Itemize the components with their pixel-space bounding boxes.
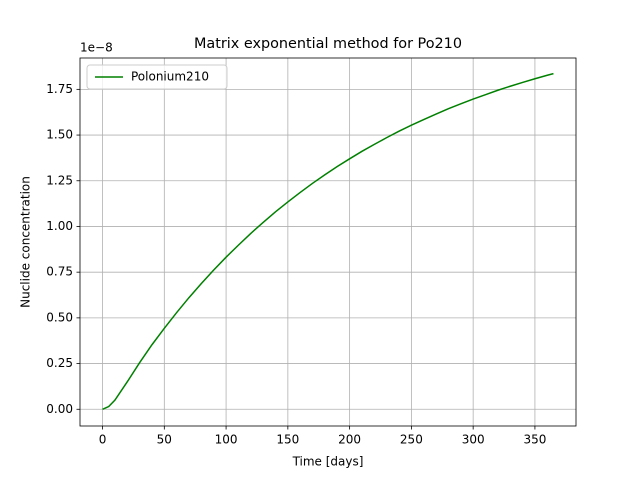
x-tick-label: 150: [276, 433, 299, 447]
ticks: 0 50 100 150 200 250 300 350 0.00 0.25 0.50 0.75 1.0…: [46, 82, 546, 447]
y-tick-label: 0.50: [46, 310, 73, 324]
y-tick-label: 1.25: [46, 173, 73, 187]
x-tick-label: 200: [338, 433, 361, 447]
y-axis-label: Nuclide concentration: [19, 176, 33, 308]
y-tick-label: 1.50: [46, 128, 73, 142]
x-tick-label: 0: [99, 433, 107, 447]
y-tick-label: 1.00: [46, 219, 73, 233]
y-tick-label: 0.75: [46, 265, 73, 279]
x-tick-label: 300: [462, 433, 485, 447]
legend-label: Polonium210: [131, 70, 209, 84]
y-offset-text: 1e−8: [80, 41, 113, 55]
chart-title: Matrix exponential method for Po210: [194, 36, 462, 52]
line-series: [102, 72, 554, 410]
x-axis-label: Time [days]: [292, 455, 364, 469]
x-tick-label: 350: [523, 433, 546, 447]
y-tick-label: 0.25: [46, 356, 73, 370]
grid: [80, 58, 576, 426]
y-tick-label: 0.00: [46, 402, 73, 416]
axes-frame: [79, 57, 577, 427]
y-tick-label: 1.75: [46, 82, 73, 96]
plot-area: [102, 72, 554, 410]
x-tick-label: 250: [400, 433, 423, 447]
x-tick-label: 50: [157, 433, 172, 447]
legend-box: [86, 64, 228, 90]
x-tick-label: 100: [215, 433, 238, 447]
legend: Polonium210: [86, 64, 228, 90]
